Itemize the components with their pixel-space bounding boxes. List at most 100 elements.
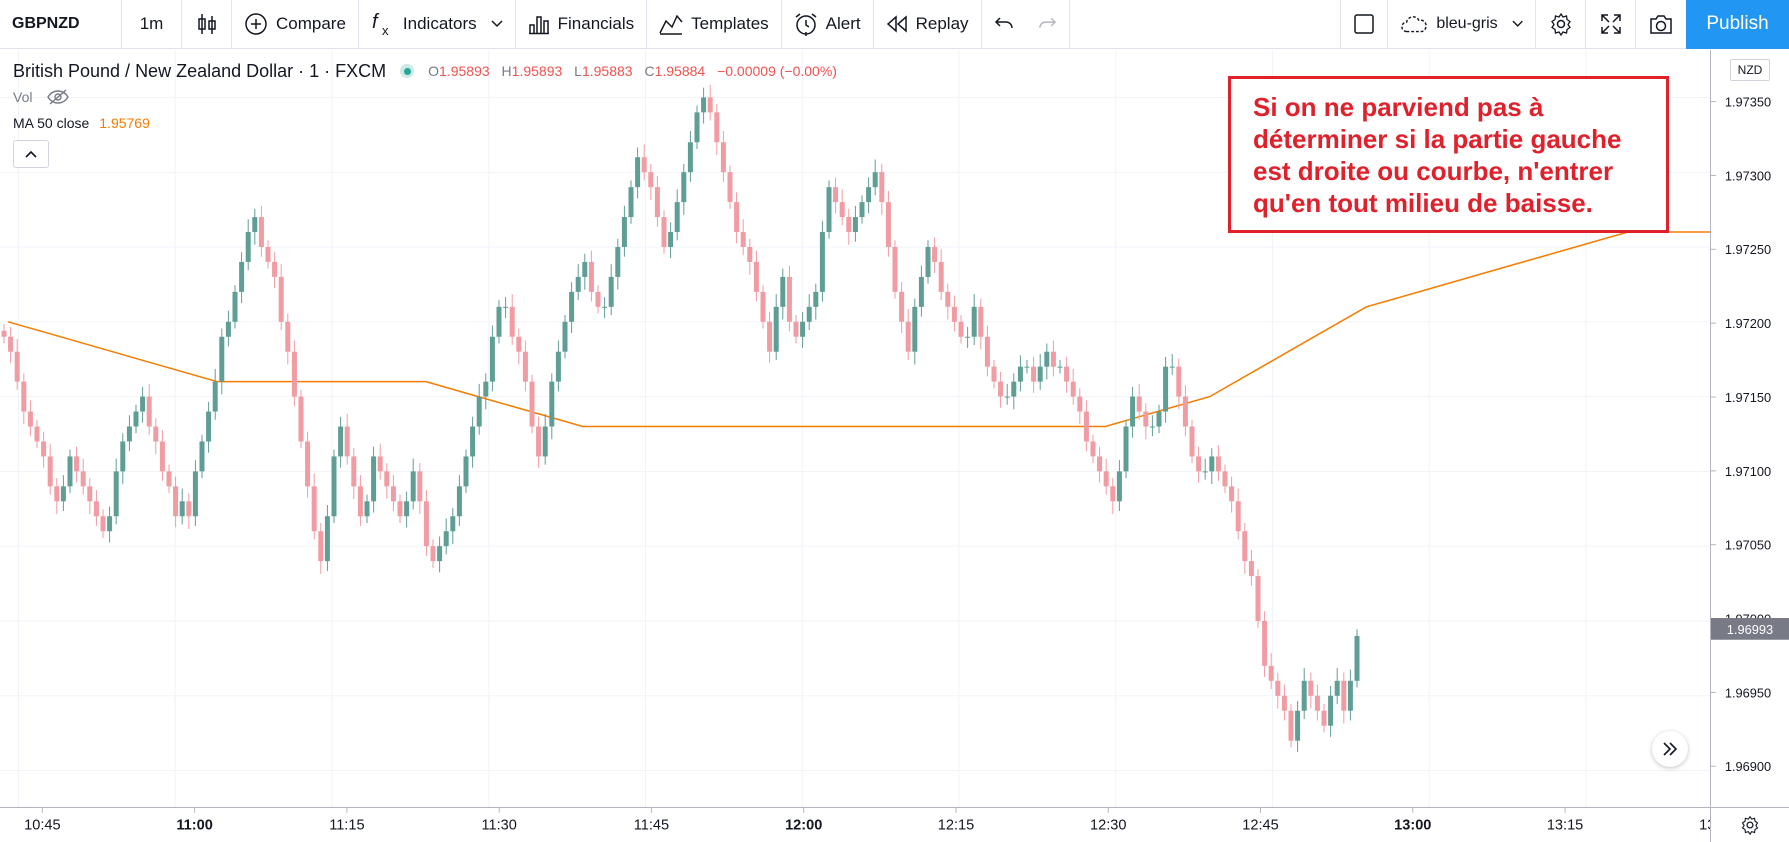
chart-type-button[interactable] (182, 0, 232, 49)
candle-body (1064, 366, 1070, 382)
candle (1209, 448, 1215, 485)
settings-button[interactable] (1536, 0, 1586, 49)
candle (397, 494, 403, 523)
market-status-icon[interactable] (400, 64, 415, 78)
candle (615, 238, 621, 290)
price-tick-label: 1.97050 (1725, 538, 1771, 553)
candle-body (542, 426, 548, 457)
time-tick-label: 13:30 (1699, 817, 1710, 833)
interval-button[interactable]: 1m (122, 0, 182, 49)
candle-body (839, 202, 845, 218)
symbol-title[interactable]: British Pound / New Zealand Dollar · 1 ·… (13, 60, 387, 81)
candle-body (437, 546, 443, 562)
volume-label[interactable]: Vol (13, 89, 33, 105)
ma-label[interactable]: MA 50 close (13, 115, 90, 131)
compare-button[interactable]: Compare (232, 0, 359, 49)
currency-badge[interactable]: NZD (1730, 59, 1770, 81)
candle-body (8, 336, 14, 352)
candle-body (892, 246, 898, 292)
candle-body (938, 261, 944, 292)
candle (918, 265, 924, 317)
candle-body (417, 471, 423, 502)
fullscreen-layout-button[interactable] (1340, 0, 1388, 49)
collapse-legend-button[interactable] (13, 140, 49, 168)
candle (753, 250, 759, 302)
candle-body (648, 172, 654, 188)
candle-body (1268, 665, 1274, 681)
candle (555, 340, 561, 392)
candle-body (628, 187, 634, 218)
candle (932, 237, 938, 274)
undo-button[interactable] (982, 0, 1026, 49)
price-axis[interactable]: 1.969001.969501.970001.970501.971001.971… (1710, 50, 1789, 807)
candle (404, 491, 410, 528)
candle (1176, 358, 1182, 410)
candle (67, 449, 73, 494)
candle (1116, 460, 1122, 512)
candle (173, 476, 179, 528)
candle (760, 285, 766, 329)
candle-body (298, 396, 304, 442)
axis-settings-button[interactable] (1710, 807, 1789, 842)
candle-body (87, 486, 93, 502)
price-tick-label: 1.97350 (1725, 95, 1771, 110)
chart-pane[interactable] (0, 50, 1710, 807)
candle-body (786, 276, 792, 322)
eye-hidden-icon[interactable] (46, 89, 70, 105)
templates-button[interactable]: Templates (647, 0, 782, 49)
candle (430, 539, 436, 568)
candle-body (140, 396, 146, 412)
candle (1347, 669, 1353, 721)
candle-body (133, 411, 139, 427)
financials-button[interactable]: Financials (516, 0, 648, 49)
candle-body (410, 471, 416, 502)
candle-body (1077, 396, 1083, 412)
fullscreen-button[interactable] (1586, 0, 1636, 49)
candle-body (509, 306, 515, 337)
candle-body (1222, 471, 1228, 487)
time-tick-label: 10:45 (24, 817, 60, 833)
layout-menu-button[interactable]: bleu-gris (1388, 0, 1536, 49)
high-key: H (501, 63, 512, 79)
candle (1354, 629, 1360, 688)
candle (133, 404, 139, 434)
candle-body (483, 381, 489, 397)
change-value: −0.00009 (−0.00%) (717, 63, 837, 79)
candle (476, 383, 482, 435)
candle-body (265, 246, 271, 262)
candle-body (687, 142, 693, 173)
candle (364, 494, 370, 523)
candle (1044, 343, 1050, 380)
volume-legend-row: Vol (13, 84, 837, 110)
candle-body (529, 381, 535, 427)
candle-body (872, 172, 878, 188)
replay-button[interactable]: Replay (874, 0, 982, 49)
time-axis[interactable]: 10:45 11:00 11:15 11:30 11:45 12:00 12:15 12:30… (0, 807, 1710, 842)
candle (1064, 356, 1070, 393)
candle-body (859, 202, 865, 218)
redo-button[interactable] (1026, 0, 1070, 49)
publish-button[interactable]: Publish (1686, 0, 1789, 49)
symbol-search-button[interactable]: GBPNZD (0, 0, 122, 49)
alert-button[interactable]: Alert (782, 0, 874, 49)
candle-body (476, 396, 482, 427)
candle (390, 475, 396, 512)
double-chevron-right-icon (1663, 742, 1678, 756)
scroll-to-realtime-button[interactable] (1652, 731, 1688, 767)
annotation-text-box[interactable]: Si on ne parviend pas à déterminer si la… (1228, 76, 1669, 233)
candle (833, 177, 839, 214)
price-tick-label: 1.97150 (1725, 390, 1771, 405)
rewind-icon (886, 15, 907, 33)
candle-body (1090, 441, 1096, 457)
time-tick-label: 12:45 (1242, 817, 1278, 833)
candle (338, 416, 344, 468)
candles-icon (197, 14, 216, 34)
candle (516, 328, 522, 365)
time-tick-label: 13:00 (1394, 817, 1431, 833)
candle (1268, 653, 1274, 690)
candle-body (747, 246, 753, 262)
snapshot-button[interactable] (1636, 0, 1686, 49)
candle-body (793, 321, 799, 337)
candle-body (852, 217, 858, 233)
